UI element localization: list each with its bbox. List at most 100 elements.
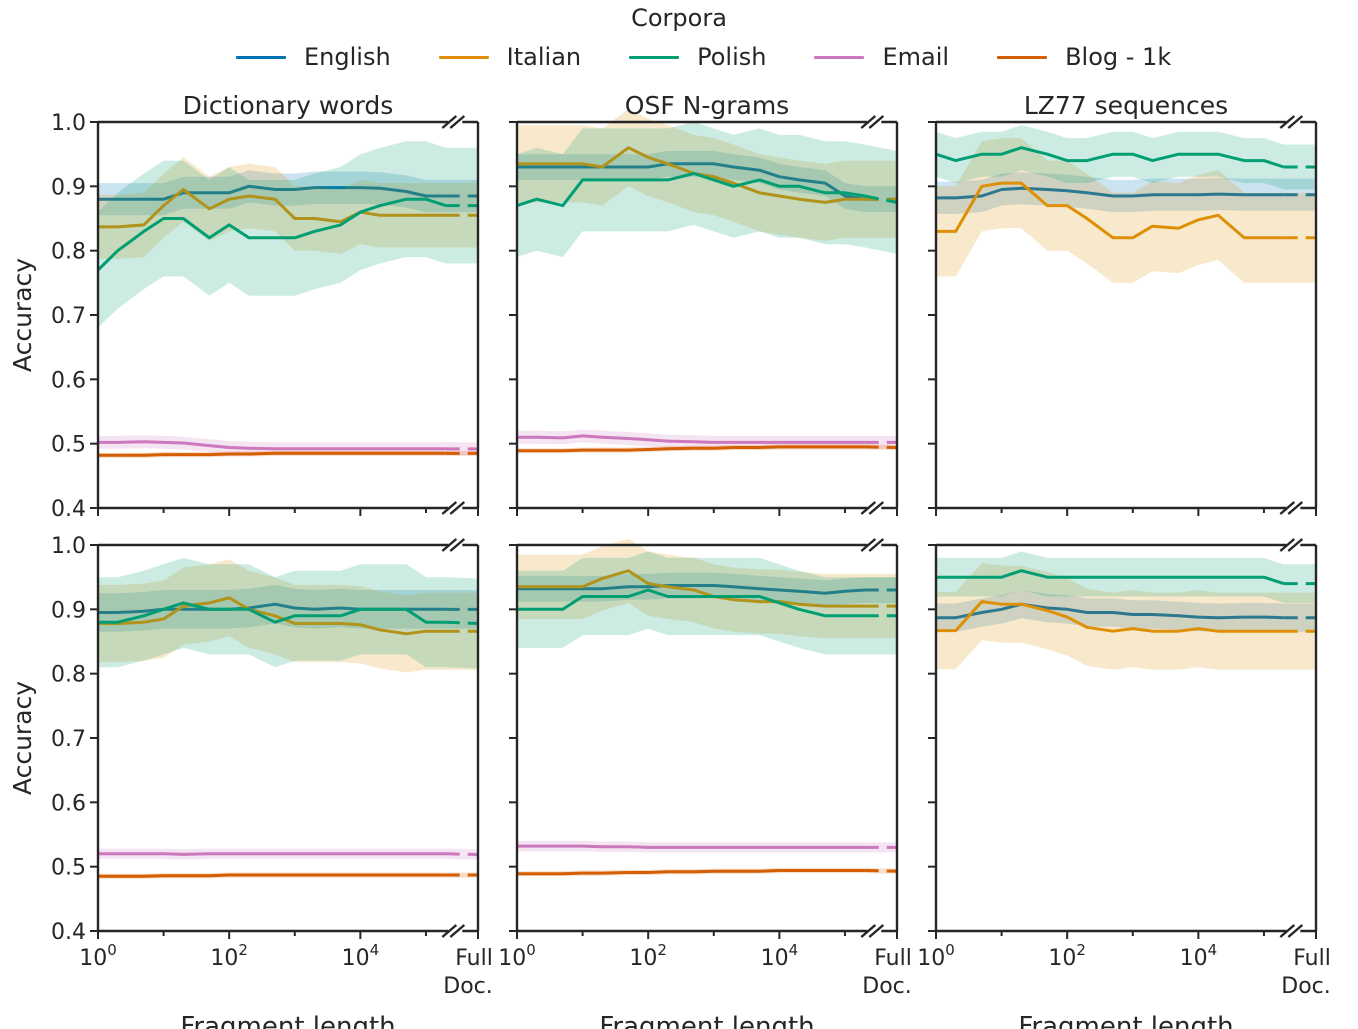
legend: English Italian Polish Email Blog - 1k	[236, 40, 1219, 74]
y-tick-label: 0.4	[51, 920, 86, 945]
axis-break-mark	[1287, 501, 1304, 515]
y-axis-label: Accuracy	[8, 258, 37, 372]
axis-break-mark	[1287, 115, 1304, 129]
series-line-english	[936, 186, 1284, 200]
axis-break-mark	[1287, 538, 1304, 552]
legend-title: Corpora	[631, 4, 727, 32]
series-line-italian	[936, 181, 1284, 240]
axis-break-mark	[1279, 115, 1296, 129]
axis-break-mark	[441, 501, 458, 515]
series-line-blog-1k	[517, 445, 865, 453]
axis-break-mark	[449, 115, 466, 129]
x-tick-label-full: Full	[455, 946, 493, 971]
legend-item-blog-1k: Blog - 1k	[997, 43, 1171, 71]
axis-break-mark	[868, 115, 885, 129]
series-line-italian	[98, 596, 446, 636]
legend-item-email: Email	[814, 43, 949, 71]
band-english	[98, 584, 478, 632]
axis-break-mark	[860, 538, 877, 552]
y-tick-label: 0.6	[51, 791, 86, 816]
full-doc-line-polish	[864, 194, 898, 204]
band-italian	[98, 157, 478, 259]
legend-label-email: Email	[882, 43, 950, 71]
y-tick-label: 0.8	[51, 240, 86, 265]
axis-break-mark	[860, 115, 877, 129]
series-line-email	[98, 440, 446, 451]
x-tick-label-doc: Doc.	[443, 974, 493, 999]
series-line-polish	[936, 569, 1285, 586]
legend-swatch-english	[236, 55, 286, 59]
y-tick-label: 0.9	[51, 598, 86, 623]
axis-break-mark	[1279, 538, 1296, 552]
series-line-italian	[936, 600, 1284, 633]
band-italian	[517, 538, 897, 639]
series-line-polish	[98, 601, 446, 624]
series-line-polish	[935, 146, 1285, 169]
x-tick-label: 102	[210, 941, 248, 971]
series-line-english	[936, 602, 1284, 620]
x-tick-label: 102	[1048, 941, 1086, 971]
x-tick-label: 104	[761, 941, 799, 971]
legend-label-italian: Italian	[506, 43, 582, 71]
series-line-polish	[96, 197, 447, 272]
panel-title: OSF N-grams	[625, 91, 789, 120]
legend-swatch-polish	[629, 55, 680, 59]
legend-swatch-italian	[438, 55, 489, 59]
band-polish	[936, 125, 1316, 190]
full-doc-line-polish	[445, 620, 479, 625]
series-line-blog-1k	[98, 451, 446, 457]
axis-break-mark	[441, 924, 458, 938]
panel-title: Dictionary words	[183, 91, 394, 120]
band-email	[517, 429, 897, 449]
series-line-email	[517, 844, 865, 849]
axis-break-mark	[441, 115, 458, 129]
band-italian	[936, 563, 1316, 670]
panel-5: 100 102 104 Full Doc. Fragment length	[498, 538, 912, 1029]
y-tick-label: 0.5	[51, 433, 86, 458]
y-tick-label: 1.0	[51, 111, 86, 136]
y-tick-label: 0.6	[51, 368, 86, 393]
band-english	[936, 590, 1316, 632]
legend-item-polish: Polish	[629, 43, 766, 71]
legend-swatch-email	[814, 55, 865, 59]
panel-1: 0.4 0.5 0.6 0.7 0.8 0.9 1.0 Dictionary words Acc…	[8, 91, 480, 522]
legend-swatch-blog-1k	[997, 55, 1048, 59]
axis-break-mark	[860, 501, 877, 515]
x-tick-label: 104	[1180, 941, 1218, 971]
x-tick-label-full: Full	[874, 946, 912, 971]
x-axis-label: Fragment length	[599, 1012, 814, 1029]
x-tick-label: 100	[917, 941, 955, 971]
axis-break-mark	[441, 538, 458, 552]
series-line-english	[517, 584, 865, 595]
x-tick-label-doc: Doc.	[862, 974, 912, 999]
y-tick-label: 0.4	[51, 497, 86, 522]
axis-break-mark	[868, 924, 885, 938]
x-tick-label-full: Full	[1293, 946, 1331, 971]
y-tick-label: 0.9	[51, 175, 86, 200]
x-axis-label: Fragment length	[1018, 1012, 1233, 1029]
x-tick-label: 102	[629, 941, 667, 971]
y-tick-label: 0.7	[51, 727, 86, 752]
band-italian	[98, 559, 478, 673]
panel-6: 100 102 104 Full Doc. Fragment length	[917, 538, 1331, 1029]
legend-label-blog-1k: Blog - 1k	[1065, 43, 1172, 71]
x-tick-label-doc: Doc.	[1281, 974, 1331, 999]
panel-4: 0.4 0.5 0.6 0.7 0.8 0.9 1.0 100 102 104 Full Doc. Fr…	[8, 534, 493, 1029]
x-tick-label: 100	[498, 941, 536, 971]
x-tick-label: 104	[342, 941, 380, 971]
axis-break-mark	[868, 538, 885, 552]
legend-item-italian: Italian	[438, 43, 582, 71]
band-polish	[98, 141, 478, 328]
series-line-blog-1k	[517, 869, 865, 876]
band-polish	[517, 122, 897, 258]
y-tick-label: 0.5	[51, 856, 86, 881]
series-line-italian	[98, 188, 446, 229]
x-axis-label: Fragment length	[180, 1012, 395, 1029]
band-english	[936, 172, 1316, 214]
axis-break-mark	[860, 924, 877, 938]
y-tick-label: 1.0	[51, 534, 86, 559]
series-line-english	[98, 184, 446, 201]
legend-label-english: English	[304, 43, 391, 71]
panel-title: LZ77 sequences	[1024, 91, 1228, 120]
y-tick-label: 0.8	[51, 663, 86, 688]
